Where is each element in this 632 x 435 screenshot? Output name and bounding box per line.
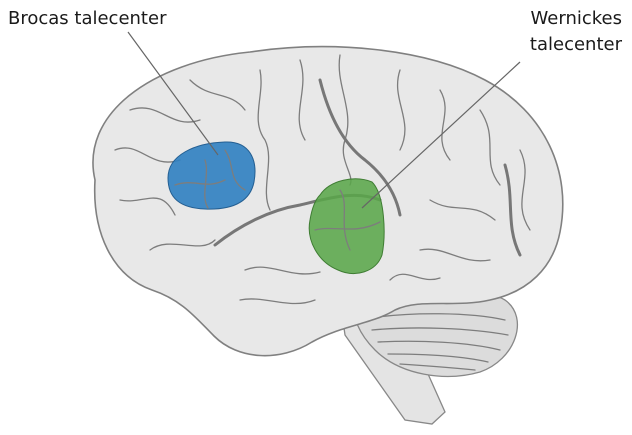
- brocas-area: [167, 141, 256, 210]
- sulci: [114, 54, 531, 305]
- wernickes-sulci: [314, 189, 381, 251]
- brocas-label: Brocas talecenter: [8, 8, 167, 29]
- wernickes-label-line1: Wernickes: [531, 8, 622, 29]
- brocas-sulci: [174, 149, 246, 209]
- brocas-leader: [127, 31, 219, 156]
- wernickes-leader: [361, 61, 521, 209]
- parieto-occipital-sulcus: [503, 163, 522, 257]
- wernickes-area: [308, 178, 385, 274]
- central-sulcus: [318, 78, 402, 217]
- wernickes-label-line2: talecenter: [530, 34, 623, 55]
